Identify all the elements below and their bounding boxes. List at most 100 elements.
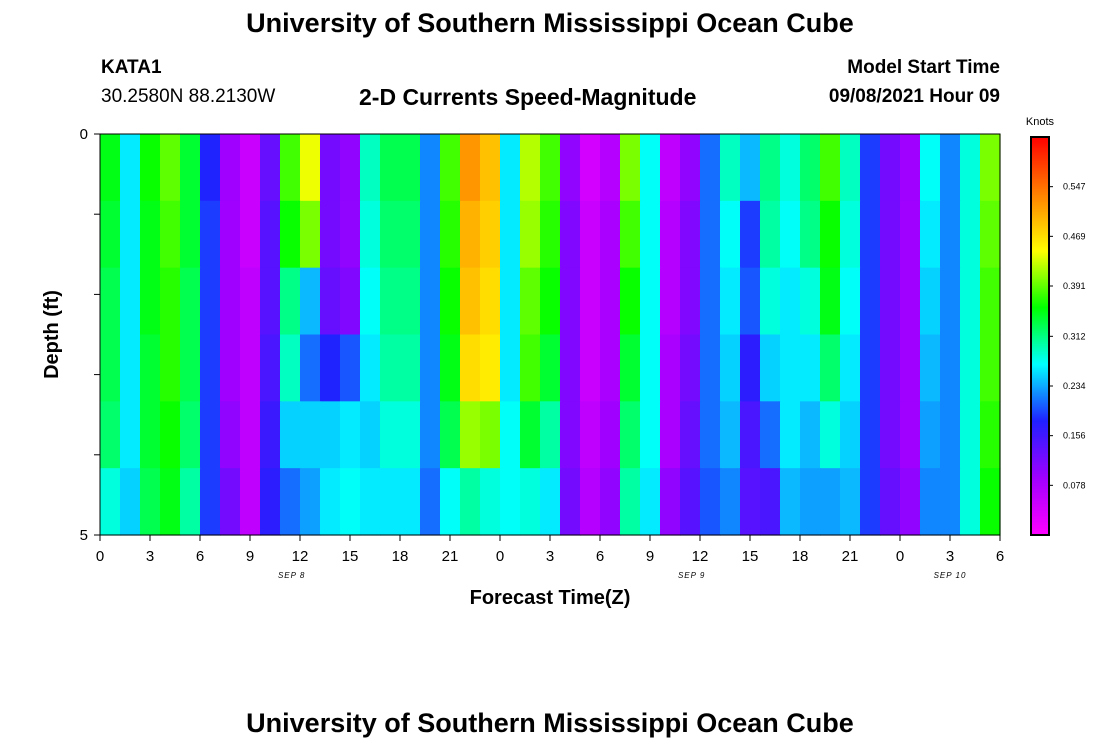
heatmap-cell: [540, 401, 561, 469]
heatmap-cell: [660, 401, 681, 469]
heatmap-cell: [380, 134, 401, 202]
heatmap-cell: [100, 401, 121, 469]
heatmap-cell: [340, 134, 361, 202]
colorbar-unit-label: Knots: [1026, 116, 1055, 128]
heatmap-cell: [900, 267, 921, 336]
heatmap-cell: [520, 401, 541, 469]
x-tick-label: 6: [596, 548, 604, 565]
heatmap-cell: [160, 200, 181, 269]
heatmap-cell: [860, 267, 881, 336]
heatmap-cell: [520, 334, 541, 402]
heatmap-cell: [960, 468, 981, 536]
heatmap-cell: [940, 334, 961, 402]
heatmap-cell: [420, 134, 441, 202]
heatmap-cell: [520, 468, 541, 536]
heatmap-cell: [280, 468, 301, 536]
heatmap-cell: [420, 334, 441, 402]
heatmap-cell: [360, 468, 381, 536]
heatmap-cell: [640, 200, 661, 269]
y-tick-label: 0: [80, 126, 88, 143]
heatmap-cell: [580, 334, 601, 402]
heatmap-cell: [640, 134, 661, 202]
heatmap-cell: [240, 134, 261, 202]
x-tick-label: 15: [342, 548, 359, 565]
heatmap-cell: [780, 267, 801, 336]
heatmap-cell: [200, 200, 221, 269]
heatmap-cell: [220, 468, 241, 536]
x-tick-label: 6: [196, 548, 204, 565]
heatmap-cell: [160, 267, 181, 336]
heatmap-cell: [400, 134, 421, 202]
heatmap-cell: [660, 468, 681, 536]
heatmap-cell: [680, 134, 701, 202]
heatmap-cell: [140, 134, 161, 202]
heatmap-cell: [760, 468, 781, 536]
colorbar-tick-label: 0.547: [1063, 182, 1086, 192]
heatmap-cell: [740, 200, 761, 269]
heatmap-cell: [920, 200, 941, 269]
heatmap-cell: [180, 401, 201, 469]
heatmap-cell: [800, 334, 821, 402]
y-axis-title: Depth (ft): [41, 290, 63, 379]
heatmap-cell: [780, 134, 801, 202]
heatmap-cell: [600, 134, 621, 202]
heatmap-cell: [220, 267, 241, 336]
x-tick-label: 18: [392, 548, 409, 565]
x-tick-label: 21: [442, 548, 459, 565]
heatmap-cell: [440, 468, 461, 536]
heatmap-cell: [500, 267, 521, 336]
heatmap-cell: [880, 468, 901, 536]
heatmap-cell: [560, 267, 581, 336]
heatmap-cell: [120, 468, 141, 536]
heatmap-cell: [420, 468, 441, 536]
heatmap-cell: [920, 468, 941, 536]
heatmap-cell: [840, 267, 861, 336]
heatmap-cell: [200, 134, 221, 202]
x-tick-label: 12: [292, 548, 309, 565]
heatmap-cell: [520, 134, 541, 202]
heatmap-cell: [780, 200, 801, 269]
heatmap-cell: [480, 200, 501, 269]
heatmap-cell: [980, 267, 1001, 336]
heatmap-cell: [240, 334, 261, 402]
heatmap-cell: [580, 134, 601, 202]
heatmap-cell: [180, 468, 201, 536]
heatmap-cell: [860, 401, 881, 469]
heatmap-cell: [940, 468, 961, 536]
heatmap-cell: [540, 134, 561, 202]
heatmap-cell: [420, 200, 441, 269]
heatmap-cell: [920, 267, 941, 336]
heatmap-cell: [940, 401, 961, 469]
heatmap-cell: [860, 200, 881, 269]
heatmap-cell: [900, 200, 921, 269]
heatmap-cell: [100, 200, 121, 269]
heatmap-cell: [200, 401, 221, 469]
heatmap-cell: [800, 267, 821, 336]
heatmap-cell: [740, 334, 761, 402]
heatmap-cell: [320, 468, 341, 536]
heatmap-cell: [820, 267, 841, 336]
heatmap-cell: [680, 401, 701, 469]
heatmap-cell: [220, 401, 241, 469]
heatmap-cell: [840, 134, 861, 202]
heatmap-cell: [800, 200, 821, 269]
x-tick-label: 9: [246, 548, 254, 565]
heatmap-cell: [880, 134, 901, 202]
heatmap-cell: [760, 334, 781, 402]
heatmap-cell: [440, 200, 461, 269]
station-coordinates: 30.2580N 88.2130W: [101, 86, 276, 107]
heatmap-cell: [820, 134, 841, 202]
heatmap-cell: [380, 468, 401, 536]
model-start-value: 09/08/2021 Hour 09: [828, 86, 1000, 107]
heatmap-cell: [680, 200, 701, 269]
heatmap-cell: [360, 134, 381, 202]
heatmap-cell: [300, 468, 321, 536]
heatmap-cell: [460, 468, 481, 536]
heatmap-cell: [160, 468, 181, 536]
heatmap-cell: [320, 134, 341, 202]
heatmap-cell: [960, 267, 981, 336]
heatmap-cell: [320, 200, 341, 269]
heatmap-cell: [260, 334, 281, 402]
x-tick-label: 18: [792, 548, 809, 565]
heatmap-cell: [520, 200, 541, 269]
